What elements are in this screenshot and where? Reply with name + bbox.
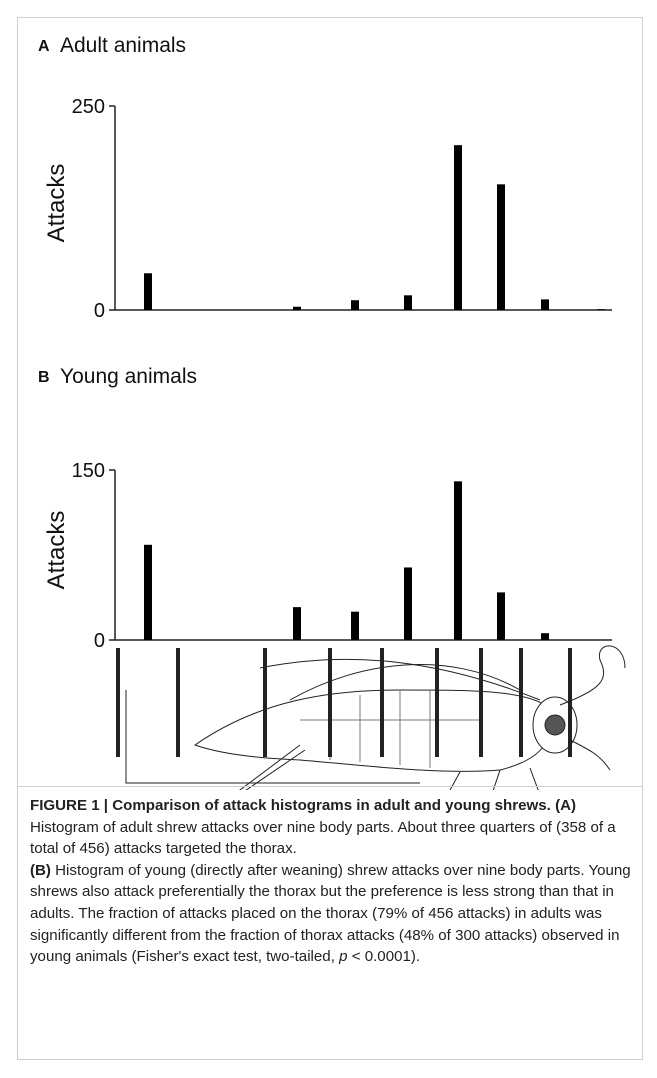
y-tick-label: 150	[72, 460, 105, 482]
y-tick-label: 250	[72, 96, 105, 118]
bar	[597, 309, 605, 310]
bar	[351, 611, 359, 640]
panel-label: A	[38, 38, 50, 55]
caption-b-end: < 0.0001).	[351, 948, 421, 966]
caption-a-label: (A)	[555, 797, 577, 814]
y-axis-label: Attacks	[43, 164, 70, 243]
caption-a-text: Histogram of adult shrew attacks over ni…	[30, 818, 616, 858]
bar	[293, 306, 301, 310]
insect-drawing	[125, 645, 626, 790]
bar	[293, 607, 301, 640]
figure-frame	[17, 17, 643, 1060]
bar	[144, 544, 152, 640]
caption-p: p	[339, 948, 348, 966]
caption-rule	[18, 786, 642, 787]
bar	[404, 567, 412, 640]
caption: FIGURE 1 | Comparison of attack histogra…	[30, 795, 636, 968]
bar	[454, 145, 462, 310]
bar	[454, 481, 462, 640]
y-tick-label: 0	[94, 630, 105, 652]
y-axis-label: Attacks	[43, 511, 70, 590]
bar	[541, 299, 549, 310]
caption-b-label: (B)	[30, 861, 51, 879]
chart: A Adult animals Attacks 0 250 B Young animals A…	[38, 34, 626, 790]
bar	[144, 273, 152, 310]
panel-title: Adult animals	[60, 34, 186, 57]
panel-title: Young animals	[60, 365, 197, 388]
bar	[497, 184, 505, 310]
bar	[404, 295, 412, 310]
bar	[541, 633, 549, 640]
body-part-dividers	[116, 648, 572, 757]
caption-b-text: Histogram of young (directly after weani…	[30, 861, 631, 966]
y-tick-label: 0	[94, 300, 105, 322]
panel-label: B	[38, 369, 50, 386]
caption-figure: FIGURE 1 | Comparison of attack histogra…	[30, 797, 551, 814]
bar	[351, 300, 359, 310]
bar	[497, 592, 505, 640]
